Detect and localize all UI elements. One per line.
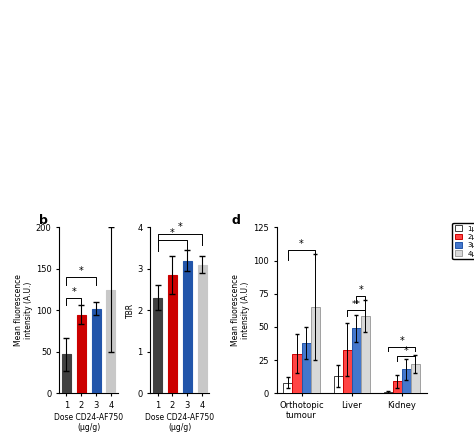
Y-axis label: Mean fluorescence
intensity (A.U.): Mean fluorescence intensity (A.U.) bbox=[231, 274, 250, 347]
X-axis label: Dose CD24-AF750
(μg/g): Dose CD24-AF750 (μg/g) bbox=[54, 413, 123, 432]
Bar bbox=[393, 381, 402, 393]
Bar bbox=[283, 383, 292, 393]
Bar bbox=[292, 354, 301, 393]
Text: *: * bbox=[72, 287, 76, 297]
Bar bbox=[107, 290, 115, 393]
Bar bbox=[384, 392, 393, 393]
Bar bbox=[301, 343, 310, 393]
Bar bbox=[402, 370, 411, 393]
Legend: 1μg/g, 2μg/g, 3μg/g, 4μg/g: 1μg/g, 2μg/g, 3μg/g, 4μg/g bbox=[452, 222, 474, 259]
Text: *: * bbox=[177, 222, 182, 232]
Bar bbox=[62, 354, 71, 393]
Bar bbox=[361, 316, 370, 393]
Text: *: * bbox=[400, 336, 404, 347]
Text: d: d bbox=[232, 214, 240, 227]
Bar bbox=[153, 298, 162, 393]
Text: *: * bbox=[79, 266, 83, 276]
Text: *: * bbox=[170, 228, 175, 238]
Bar bbox=[411, 364, 420, 393]
Bar bbox=[91, 309, 100, 393]
Bar bbox=[198, 265, 207, 393]
Y-axis label: TBR: TBR bbox=[126, 303, 135, 318]
Bar bbox=[310, 307, 319, 393]
Bar bbox=[183, 261, 191, 393]
Bar bbox=[343, 350, 352, 393]
Text: *: * bbox=[299, 239, 304, 248]
X-axis label: Dose CD24-AF750
(μg/g): Dose CD24-AF750 (μg/g) bbox=[145, 413, 214, 432]
Y-axis label: Mean fluorescence
intensity (A.U.): Mean fluorescence intensity (A.U.) bbox=[14, 274, 33, 347]
Text: *: * bbox=[404, 346, 409, 356]
Bar bbox=[77, 315, 86, 393]
Text: **: ** bbox=[352, 300, 361, 309]
Bar bbox=[168, 275, 177, 393]
Text: b: b bbox=[39, 214, 47, 227]
Bar bbox=[352, 328, 361, 393]
Bar bbox=[334, 376, 343, 393]
Text: *: * bbox=[358, 286, 363, 295]
